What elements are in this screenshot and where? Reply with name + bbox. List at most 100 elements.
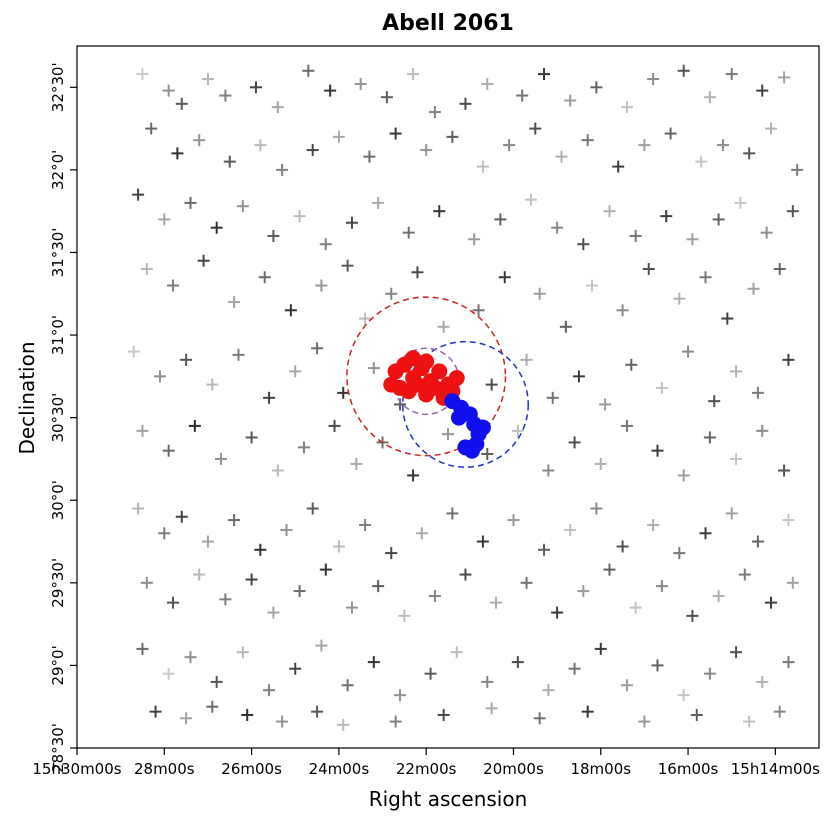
scatter-point xyxy=(734,196,747,209)
scatter-point xyxy=(524,193,537,206)
scatter-point xyxy=(686,233,699,246)
overlay-point xyxy=(474,419,491,436)
scatter-point xyxy=(424,667,437,680)
scatter-point xyxy=(677,689,690,702)
scatter-point xyxy=(180,712,193,725)
scatter-point xyxy=(629,601,642,614)
scatter-point xyxy=(411,266,424,279)
overlay-point xyxy=(405,350,422,367)
scatter-point xyxy=(629,229,642,242)
scatter-point xyxy=(332,130,345,143)
scatter-point xyxy=(245,431,258,444)
overlay-point xyxy=(457,439,474,456)
y-tick-label: 30°0' xyxy=(49,480,67,520)
scatter-point xyxy=(564,523,577,536)
scatter-point xyxy=(568,662,581,675)
scatter-point xyxy=(127,345,140,358)
x-tick-label: 26m00s xyxy=(221,760,282,778)
scatter-point xyxy=(620,419,633,432)
scatter-point xyxy=(612,160,625,173)
scatter-point xyxy=(289,662,302,675)
scatter-point xyxy=(773,262,786,275)
scatter-point xyxy=(725,507,738,520)
scatter-point xyxy=(778,71,791,84)
scatter-point xyxy=(280,523,293,536)
scatter-point xyxy=(485,702,498,715)
scatter-point xyxy=(472,304,485,317)
scatter-point xyxy=(359,312,372,325)
scatter-point xyxy=(516,89,529,102)
scatter-point xyxy=(162,84,175,97)
scatter-point xyxy=(603,205,616,218)
scatter-point xyxy=(551,606,564,619)
scatter-point xyxy=(446,130,459,143)
scatter-point xyxy=(695,155,708,168)
scatter-point xyxy=(703,667,716,680)
scatter-point xyxy=(389,715,402,728)
y-tick-label: 32°0' xyxy=(49,150,67,190)
scatter-point xyxy=(730,365,743,378)
scatter-point xyxy=(372,196,385,209)
scatter-point xyxy=(332,540,345,553)
scatter-point xyxy=(350,457,363,470)
scatter-point xyxy=(699,271,712,284)
scatter-point xyxy=(594,457,607,470)
scatter-point xyxy=(223,155,236,168)
scatter-point xyxy=(446,507,459,520)
scatter-point xyxy=(590,502,603,515)
y-axis: 28°30' 29°0' 29°30' 30°0' 30°30' 31°0' 31°30' 3… xyxy=(49,62,77,773)
scatter-point xyxy=(751,386,764,399)
scatter-point xyxy=(132,188,145,201)
scatter-point xyxy=(271,101,284,114)
scatter-point xyxy=(651,659,664,672)
scatter-point xyxy=(581,705,594,718)
scatter-point xyxy=(764,122,777,135)
scatter-point xyxy=(459,97,472,110)
scatter-point xyxy=(590,81,603,94)
scatter-point xyxy=(254,543,267,556)
scatter-point xyxy=(625,358,638,371)
scatter-point xyxy=(577,238,590,251)
scatter-point xyxy=(389,127,402,140)
y-axis-label: Declination xyxy=(15,341,39,454)
scatter-point xyxy=(476,160,489,173)
scatter-point xyxy=(319,238,332,251)
scatter-point xyxy=(468,233,481,246)
scatter-point xyxy=(367,656,380,669)
x-tick-label: 24m00s xyxy=(309,760,370,778)
scatter-point xyxy=(433,205,446,218)
scatter-point xyxy=(363,150,376,163)
scatter-point xyxy=(175,510,188,523)
scatter-point xyxy=(140,576,153,589)
scatter-point xyxy=(197,254,210,267)
scatter-point xyxy=(276,715,289,728)
scatter-point xyxy=(201,73,214,86)
scatter-point xyxy=(306,144,319,157)
scatter-point xyxy=(498,271,511,284)
scatter-point xyxy=(651,444,664,457)
scatter-point xyxy=(533,712,546,725)
scatter-point xyxy=(210,675,223,688)
scatter-point xyxy=(407,68,420,81)
scatter-point xyxy=(437,708,450,721)
scatter-point xyxy=(442,428,454,441)
chart-title: Abell 2061 xyxy=(382,11,514,36)
x-tick-label: 18m00s xyxy=(570,760,631,778)
scatter-point xyxy=(712,590,725,603)
scatter-point xyxy=(215,452,228,465)
scatter-point xyxy=(293,210,306,223)
overlay-point xyxy=(431,363,448,380)
scatter-point xyxy=(481,447,494,460)
scatter-point xyxy=(167,279,180,292)
scatter-point xyxy=(756,675,769,688)
scatter-point xyxy=(655,580,668,593)
scatter-point xyxy=(782,514,795,527)
region-circle xyxy=(401,340,529,468)
scatter-point xyxy=(743,715,756,728)
scatter-point xyxy=(568,436,581,449)
x-axis: 15h30m00s 28m00s 26m00s 24m00s 22m00s 20m00s 1… xyxy=(32,748,820,778)
scatter-point xyxy=(507,514,520,527)
scatter-point xyxy=(511,656,524,669)
scatter-point xyxy=(546,391,559,404)
scatter-point xyxy=(201,535,214,548)
